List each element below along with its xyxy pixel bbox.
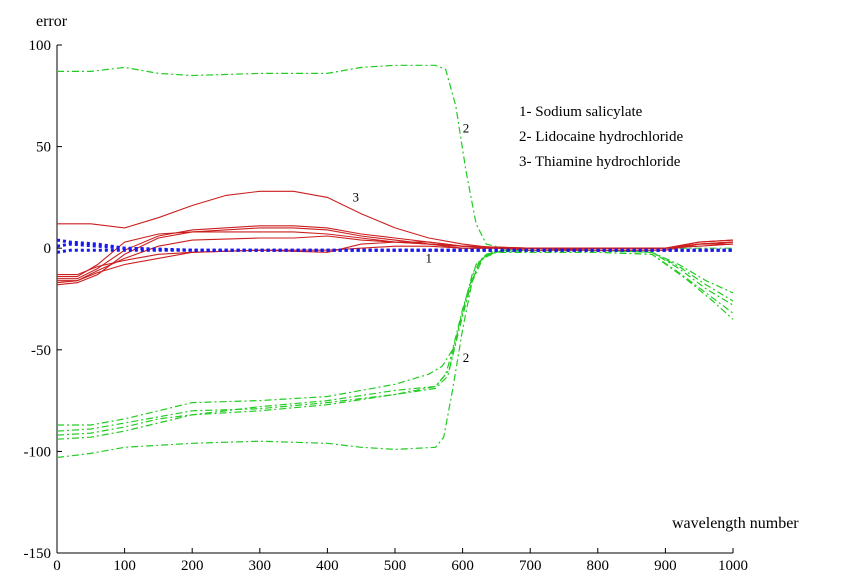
x-ticks: 0 100 200 300 400 500 600 700 800 900 1000 <box>53 548 748 574</box>
legend: 1- Sodium salicylate 2- Lidocaine hydroc… <box>519 104 683 170</box>
x-tick-label: 800 <box>587 558 610 574</box>
x-tick-label: 200 <box>181 558 204 574</box>
series-3-line-7 <box>57 241 734 276</box>
series-3-line-6 <box>56 235 734 284</box>
y-tick-label: -50 <box>31 343 51 359</box>
y-tick-label: 50 <box>36 140 51 156</box>
x-axis-title: wavelength number <box>672 515 799 532</box>
annotation-1: 3 <box>353 189 360 204</box>
x-tick-label: 700 <box>519 558 542 574</box>
y-axis-title: error <box>36 13 68 30</box>
series-layer <box>56 64 734 459</box>
y-tick-label: 100 <box>29 38 52 54</box>
annotation-3: 1 <box>426 250 433 265</box>
y-tick-label: -100 <box>24 444 52 460</box>
series-2-line-5 <box>56 249 734 436</box>
annotations: 3 2 1 2 <box>353 120 470 365</box>
x-tick-label: 400 <box>316 558 339 574</box>
annotation-2: 2 <box>463 120 470 135</box>
series-2-line-4 <box>56 251 734 432</box>
annotation-4: 2 <box>463 350 470 365</box>
x-tick-label: 900 <box>654 558 677 574</box>
x-tick-label: 300 <box>249 558 272 574</box>
x-tick-label: 1000 <box>718 558 748 574</box>
series-2-line-3 <box>56 251 734 440</box>
x-tick-label: 500 <box>384 558 407 574</box>
legend-entry-2: 2- Lidocaine hydrochloride <box>519 129 683 145</box>
series-2-line-2 <box>57 249 734 426</box>
y-ticks: 100 50 0 -50 -100 -150 <box>24 38 62 562</box>
x-tick-label: 0 <box>53 558 61 574</box>
x-tick-label: 600 <box>451 558 474 574</box>
y-tick-label: -150 <box>24 546 52 562</box>
legend-entry-3: 3- Thiamine hydrochloride <box>519 154 681 170</box>
series-2-line-6 <box>56 249 734 459</box>
x-tick-label: 100 <box>113 558 136 574</box>
legend-entry-1: 1- Sodium salicylate <box>519 104 643 120</box>
y-tick-label: 0 <box>44 241 52 257</box>
axes <box>56 45 733 554</box>
